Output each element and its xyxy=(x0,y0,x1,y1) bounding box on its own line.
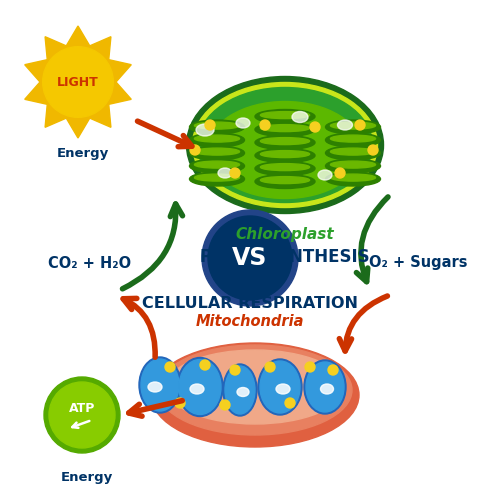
Ellipse shape xyxy=(190,133,244,147)
Text: Chloroplast: Chloroplast xyxy=(236,228,334,242)
Ellipse shape xyxy=(148,382,162,392)
Ellipse shape xyxy=(194,122,240,129)
Text: CELLULAR RESPIRATION: CELLULAR RESPIRATION xyxy=(142,296,358,310)
Ellipse shape xyxy=(179,360,221,414)
Text: Energy: Energy xyxy=(61,470,113,484)
Circle shape xyxy=(208,216,292,300)
Circle shape xyxy=(200,360,210,370)
Ellipse shape xyxy=(304,360,346,414)
Ellipse shape xyxy=(260,176,310,184)
Circle shape xyxy=(285,398,295,408)
Circle shape xyxy=(220,400,230,410)
Circle shape xyxy=(265,362,275,372)
Ellipse shape xyxy=(306,362,344,412)
Polygon shape xyxy=(24,26,132,138)
Ellipse shape xyxy=(194,174,240,181)
Text: CO₂ + H₂O: CO₂ + H₂O xyxy=(48,256,132,270)
Ellipse shape xyxy=(320,384,334,394)
Ellipse shape xyxy=(186,76,384,214)
Ellipse shape xyxy=(192,82,378,208)
Ellipse shape xyxy=(236,118,250,128)
Ellipse shape xyxy=(318,170,332,180)
Ellipse shape xyxy=(330,148,376,155)
Text: O₂ + Sugars: O₂ + Sugars xyxy=(369,256,467,270)
Text: VS: VS xyxy=(232,246,268,270)
Circle shape xyxy=(42,46,114,118)
Circle shape xyxy=(260,120,270,130)
Ellipse shape xyxy=(194,161,240,168)
Ellipse shape xyxy=(190,146,244,160)
Circle shape xyxy=(310,122,320,132)
Ellipse shape xyxy=(194,135,240,142)
Ellipse shape xyxy=(255,122,315,136)
Ellipse shape xyxy=(326,120,380,134)
Circle shape xyxy=(305,362,315,372)
Ellipse shape xyxy=(330,174,376,181)
Circle shape xyxy=(355,120,365,130)
Ellipse shape xyxy=(326,146,380,160)
Ellipse shape xyxy=(190,159,244,173)
Ellipse shape xyxy=(190,172,244,186)
Ellipse shape xyxy=(190,384,204,394)
Ellipse shape xyxy=(292,112,308,122)
Ellipse shape xyxy=(255,148,315,162)
Circle shape xyxy=(175,398,185,408)
Ellipse shape xyxy=(255,136,315,149)
Ellipse shape xyxy=(198,88,372,202)
Ellipse shape xyxy=(255,174,315,188)
Ellipse shape xyxy=(208,102,362,198)
Circle shape xyxy=(368,145,378,155)
Circle shape xyxy=(49,382,115,448)
Ellipse shape xyxy=(255,110,315,124)
Ellipse shape xyxy=(260,138,310,144)
Ellipse shape xyxy=(260,150,310,158)
Circle shape xyxy=(328,365,338,375)
Circle shape xyxy=(190,145,200,155)
Text: Mitochondria: Mitochondria xyxy=(196,314,304,330)
Ellipse shape xyxy=(141,359,179,411)
Ellipse shape xyxy=(194,148,240,155)
Ellipse shape xyxy=(330,122,376,129)
Ellipse shape xyxy=(196,124,214,136)
Ellipse shape xyxy=(225,366,255,414)
Text: LIGHT: LIGHT xyxy=(57,76,99,88)
Ellipse shape xyxy=(338,120,352,130)
Ellipse shape xyxy=(260,112,310,118)
Ellipse shape xyxy=(260,361,300,413)
Ellipse shape xyxy=(276,384,290,394)
Ellipse shape xyxy=(326,172,380,186)
Text: Energy: Energy xyxy=(57,148,109,160)
Text: PHOTOSYNTHESIS: PHOTOSYNTHESIS xyxy=(200,248,370,266)
Ellipse shape xyxy=(237,388,249,396)
Ellipse shape xyxy=(255,162,315,175)
Circle shape xyxy=(44,377,120,453)
Ellipse shape xyxy=(166,350,344,424)
Ellipse shape xyxy=(326,133,380,147)
Circle shape xyxy=(202,210,298,306)
Text: ATP: ATP xyxy=(69,402,95,415)
Ellipse shape xyxy=(258,359,302,415)
Ellipse shape xyxy=(260,164,310,170)
Ellipse shape xyxy=(139,357,181,413)
Ellipse shape xyxy=(330,135,376,142)
Ellipse shape xyxy=(177,358,223,416)
Circle shape xyxy=(165,362,175,372)
Ellipse shape xyxy=(158,345,352,435)
Circle shape xyxy=(335,168,345,178)
Ellipse shape xyxy=(151,343,359,447)
Circle shape xyxy=(205,120,215,130)
Ellipse shape xyxy=(326,159,380,173)
Ellipse shape xyxy=(223,364,257,416)
Ellipse shape xyxy=(330,161,376,168)
Ellipse shape xyxy=(190,120,244,134)
Circle shape xyxy=(230,168,240,178)
Circle shape xyxy=(230,365,240,375)
Ellipse shape xyxy=(218,168,232,178)
Ellipse shape xyxy=(260,124,310,132)
